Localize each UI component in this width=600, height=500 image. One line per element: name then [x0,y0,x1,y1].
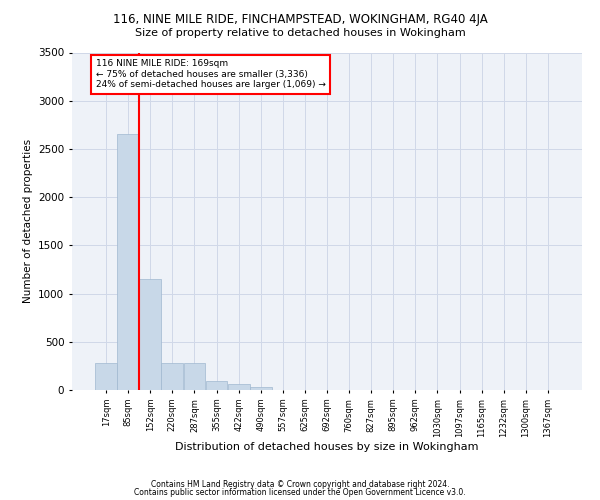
Text: Contains HM Land Registry data © Crown copyright and database right 2024.: Contains HM Land Registry data © Crown c… [151,480,449,489]
Bar [139,279,161,390]
Text: 116 NINE MILE RIDE: 169sqm
← 75% of detached houses are smaller (3,336)
24% of s: 116 NINE MILE RIDE: 169sqm ← 75% of deta… [96,59,326,89]
Text: 116, NINE MILE RIDE, FINCHAMPSTEAD, WOKINGHAM, RG40 4JA: 116, NINE MILE RIDE, FINCHAMPSTEAD, WOKI… [113,12,487,26]
Bar [206,382,227,390]
X-axis label: Distribution of detached houses by size in Wokingham: Distribution of detached houses by size … [175,442,479,452]
Bar [250,386,272,390]
Bar [95,363,117,390]
Text: Contains public sector information licensed under the Open Government Licence v3: Contains public sector information licen… [134,488,466,497]
Bar [228,384,250,390]
Bar [117,134,139,390]
Bar [184,362,205,390]
Text: Size of property relative to detached houses in Wokingham: Size of property relative to detached ho… [134,28,466,38]
Bar [161,363,184,390]
Y-axis label: Number of detached properties: Number of detached properties [23,139,32,304]
